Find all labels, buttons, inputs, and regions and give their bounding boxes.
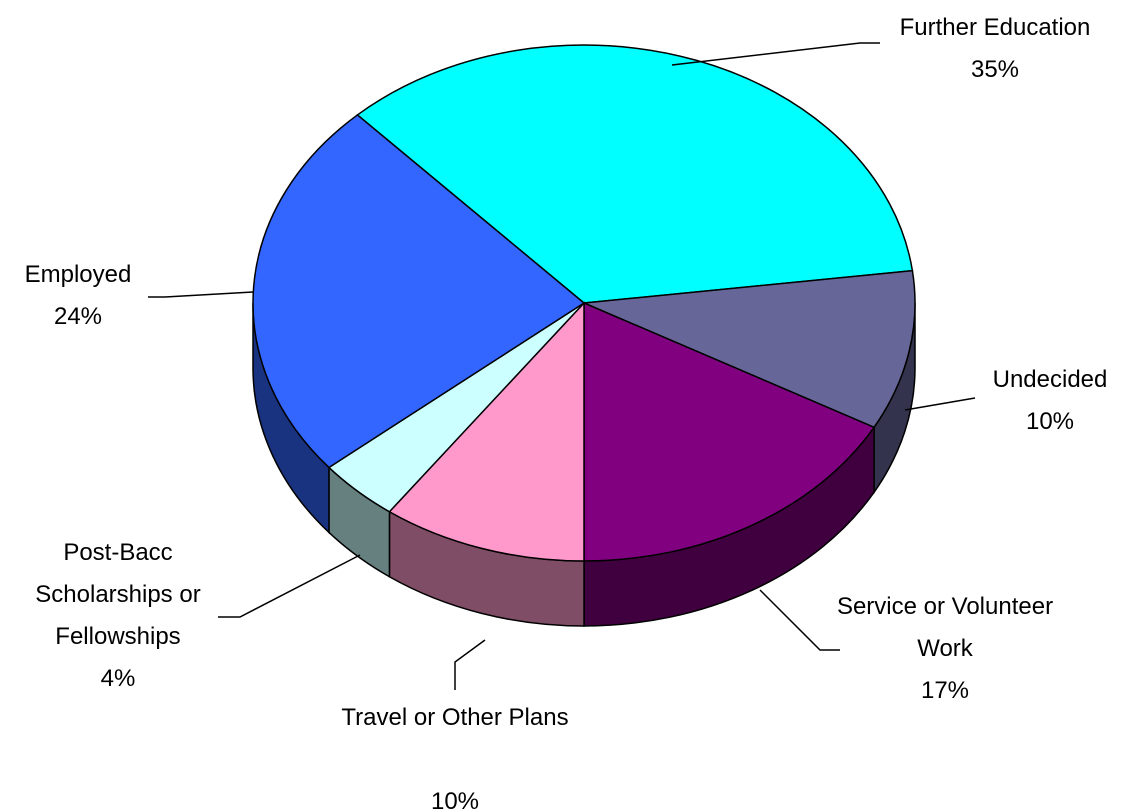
value-label: 24% bbox=[53, 303, 103, 330]
value-label: 4% bbox=[100, 665, 136, 692]
slice bbox=[356, 44, 914, 304]
value-label: 17% bbox=[920, 677, 970, 704]
leader-line bbox=[148, 291, 254, 298]
leader-line bbox=[759, 589, 840, 651]
leader-line bbox=[671, 42, 880, 66]
leader-line bbox=[218, 554, 361, 618]
leader-line bbox=[454, 639, 486, 690]
category-label: Undecided bbox=[992, 366, 1108, 393]
category-label: Further Education bbox=[899, 14, 1091, 41]
value-label: 35% bbox=[970, 56, 1020, 83]
value-label: 10% bbox=[430, 788, 480, 809]
category-label: Employed bbox=[24, 261, 132, 288]
category-label: Service or Volunteer Work bbox=[836, 593, 1054, 662]
value-label: 10% bbox=[1025, 408, 1075, 435]
slice bbox=[388, 301, 585, 562]
slice bbox=[583, 301, 876, 562]
category-label: Post-Bacc Scholarships or Fellowships bbox=[35, 539, 201, 650]
slice bbox=[583, 269, 916, 429]
category-label: Travel or Other Plans bbox=[341, 704, 569, 731]
slice bbox=[252, 113, 586, 469]
leader-line bbox=[904, 397, 976, 411]
